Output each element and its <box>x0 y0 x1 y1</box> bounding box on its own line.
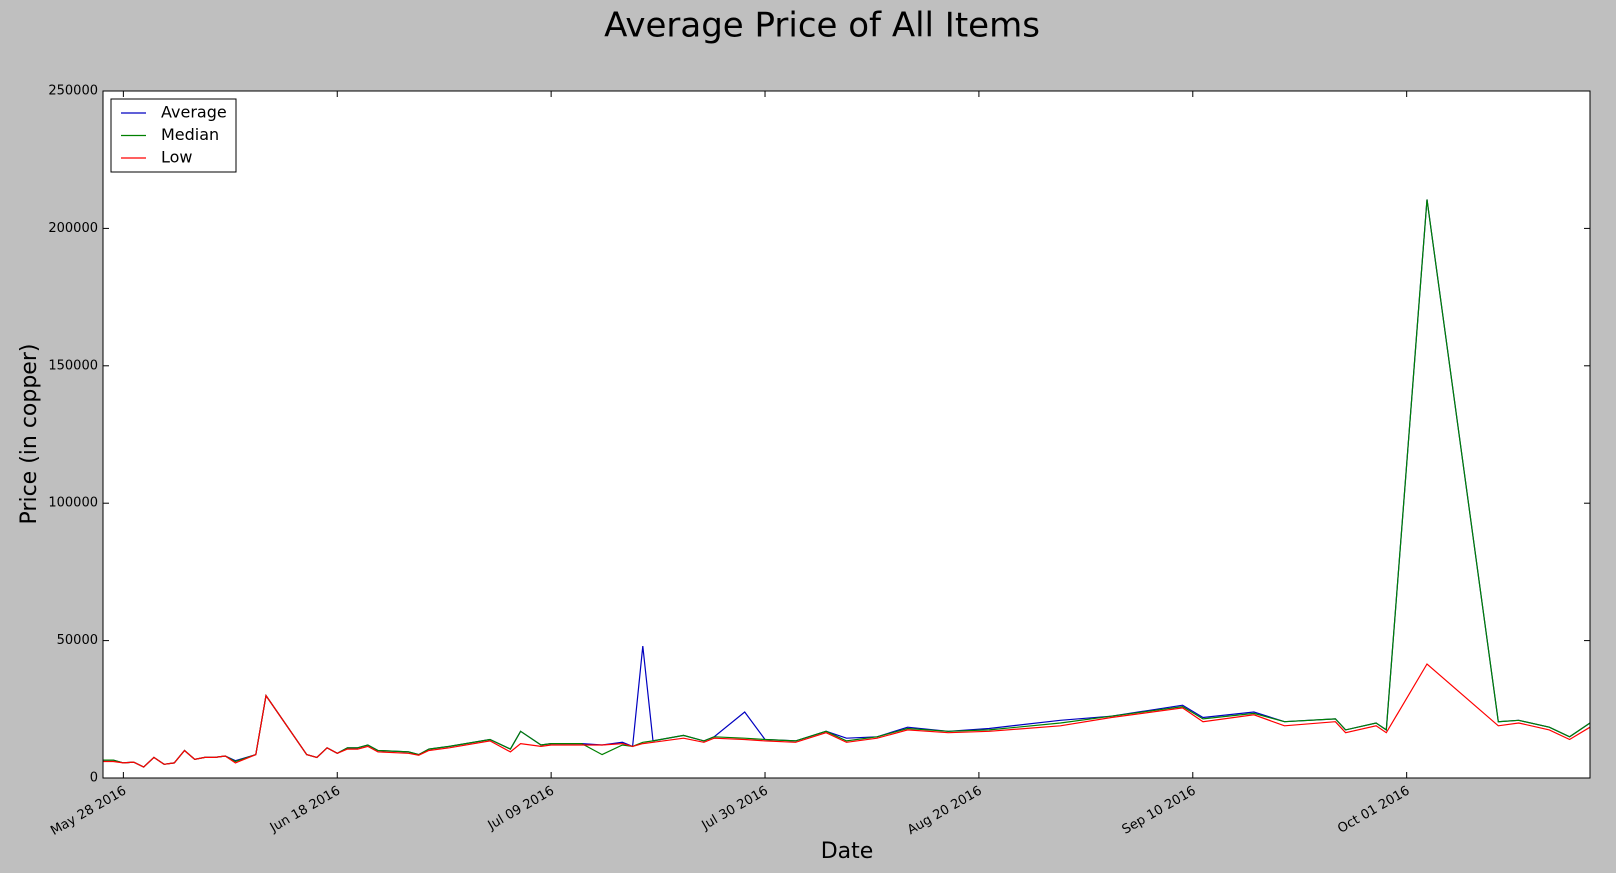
chart-title: Average Price of All Items <box>604 6 1040 46</box>
legend-label: Median <box>161 125 219 144</box>
y-axis-label: Price (in copper) <box>17 344 42 525</box>
y-tick-label: 150000 <box>48 358 98 373</box>
y-tick-label: 100000 <box>48 496 98 511</box>
y-tick-label: 250000 <box>48 84 98 99</box>
legend-label: Average <box>161 103 227 122</box>
plot-area <box>103 91 1590 778</box>
line-series <box>103 663 1591 768</box>
y-tick-label: 50000 <box>57 633 98 648</box>
legend-label: Low <box>161 148 193 167</box>
y-tick-label: 0 <box>90 771 98 786</box>
plot-frame <box>102 90 1591 779</box>
x-axis-label: Date <box>821 839 874 864</box>
y-tick-label: 200000 <box>48 221 98 236</box>
